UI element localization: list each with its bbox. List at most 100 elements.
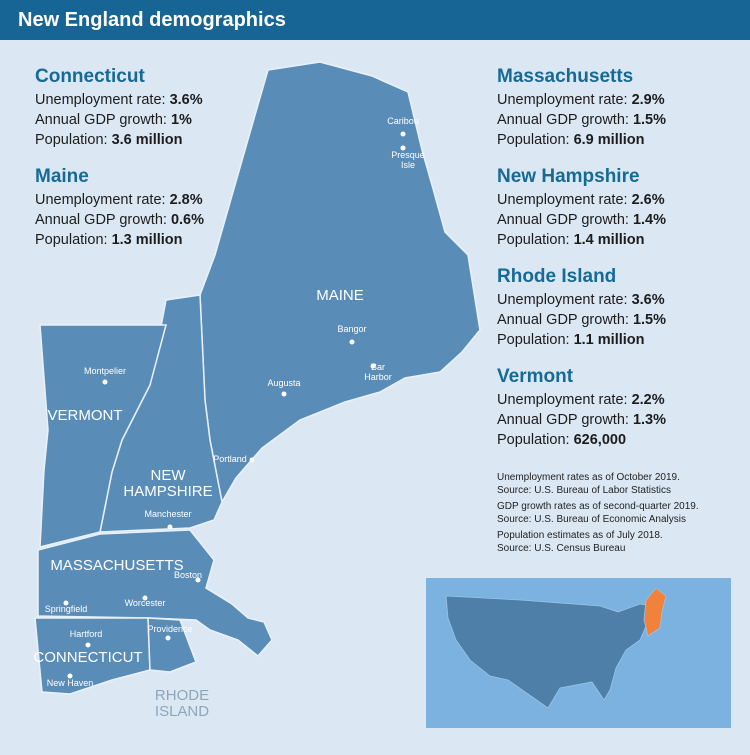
note-line: GDP growth rates as of second-quarter 20…	[497, 501, 699, 512]
stat-label: Population:	[35, 132, 108, 148]
stat-row: Annual GDP growth: 1.5%	[497, 310, 666, 330]
city-label: Bar Harbor	[364, 362, 392, 382]
state-label: NEW HAMPSHIRE	[123, 467, 212, 500]
city-dot	[85, 642, 91, 648]
city-dot	[249, 457, 255, 463]
state-name: Rhode Island	[497, 266, 617, 287]
city-label-line: Hartford	[70, 629, 103, 639]
stat-row: Population: 6.9 million	[497, 130, 666, 150]
stat-row: Population: 1.3 million	[35, 230, 204, 250]
header-title: New England demographics	[0, 0, 750, 40]
stat-label: Population:	[497, 132, 570, 148]
state-name: New Hampshire	[497, 166, 640, 187]
city-dot	[400, 145, 406, 151]
stat-label: Unemployment rate:	[35, 92, 166, 108]
state-name: Vermont	[497, 366, 574, 387]
state-label-line: MAINE	[316, 287, 364, 304]
stat-value: 1.4%	[632, 212, 667, 228]
city-dot	[67, 673, 73, 679]
stat-value: 1.3%	[632, 412, 667, 428]
city-label-line: Augusta	[267, 378, 300, 388]
stat-value: 1%	[170, 112, 192, 128]
city-label: Manchester	[144, 509, 191, 519]
stat-label: Population:	[35, 232, 108, 248]
stat-row: Annual GDP growth: 1%	[35, 110, 203, 130]
stat-row: Unemployment rate: 2.2%	[497, 390, 666, 410]
stat-label: Population:	[497, 432, 570, 448]
note-line: Source: U.S. Bureau of Economic Analysis	[497, 513, 686, 525]
city-label: Boston	[174, 570, 202, 580]
city-dot	[370, 363, 376, 369]
stat-value: 3.6 million	[111, 132, 183, 148]
state-label-line: ISLAND	[155, 703, 209, 720]
state-label-line: CONNECTICUT	[33, 649, 142, 666]
city-label-line: Bar	[371, 362, 385, 372]
state-label-line: MASSACHUSETTS	[50, 557, 183, 574]
city-label: Hartford	[70, 629, 103, 639]
stat-value: 0.6%	[170, 212, 205, 228]
city-label-line: Springfield	[45, 604, 88, 614]
stat-label: Annual GDP growth:	[497, 112, 629, 128]
stat-value: 2.2%	[631, 392, 665, 408]
city-label: Augusta	[267, 378, 300, 388]
stat-row: Unemployment rate: 3.6%	[497, 290, 666, 310]
city-dot	[349, 339, 355, 345]
city-label-line: New Haven	[47, 678, 94, 688]
stat-row: Unemployment rate: 3.6%	[35, 90, 203, 110]
stat-row: Population: 1.1 million	[497, 330, 666, 350]
city-label: Portland	[213, 454, 247, 464]
stat-value: 2.9%	[631, 92, 665, 108]
state-name: Connecticut	[35, 66, 145, 87]
city-label-line: Isle	[401, 160, 415, 170]
state-label-line: VERMONT	[48, 407, 123, 424]
stat-row: Unemployment rate: 2.9%	[497, 90, 666, 110]
stat-row: Population: 626,000	[497, 430, 666, 450]
state-label: VERMONT	[48, 407, 123, 424]
note: Unemployment rates as of October 2019. So…	[497, 472, 737, 497]
city-dot	[165, 635, 171, 641]
city-dot	[281, 391, 287, 397]
notes: Unemployment rates as of October 2019. So…	[497, 472, 737, 559]
stat-value: 3.6%	[169, 92, 203, 108]
state-name: Maine	[35, 166, 89, 187]
stat-value: 1.1 million	[573, 332, 645, 348]
stat-label: Unemployment rate:	[497, 92, 628, 108]
city-dot	[400, 131, 406, 137]
note-line: Unemployment rates as of October 2019.	[497, 472, 680, 483]
stat-label: Annual GDP growth:	[497, 212, 629, 228]
city-label-line: Boston	[174, 570, 202, 580]
state-block: Connecticut Unemployment rate: 3.6% Annual…	[35, 66, 203, 150]
stat-label: Annual GDP growth:	[497, 412, 629, 428]
note-line: Population estimates as of July 2018.	[497, 530, 663, 541]
stat-value: 1.5%	[632, 112, 667, 128]
city-label: Springfield	[45, 604, 88, 614]
stat-row: Annual GDP growth: 1.5%	[497, 110, 666, 130]
state-label: CONNECTICUT	[33, 649, 142, 666]
stat-row: Population: 1.4 million	[497, 230, 666, 250]
city-label: New Haven	[47, 678, 94, 688]
state-label: MASSACHUSETTS	[50, 557, 183, 574]
stat-label: Annual GDP growth:	[35, 212, 167, 228]
stat-label: Unemployment rate:	[497, 292, 628, 308]
city-label-line: Caribou	[387, 116, 419, 126]
stat-value: 1.3 million	[111, 232, 183, 248]
stat-value: 626,000	[573, 432, 627, 448]
stat-label: Unemployment rate:	[497, 192, 628, 208]
us-shape	[445, 595, 653, 709]
note-line: Source: U.S. Census Bureau	[497, 542, 626, 554]
stat-row: Population: 3.6 million	[35, 130, 203, 150]
stat-label: Annual GDP growth:	[497, 312, 629, 328]
note: Population estimates as of July 2018. Sou…	[497, 530, 737, 555]
state-label-line: NEW	[151, 467, 187, 484]
stat-row: Unemployment rate: 2.6%	[497, 190, 666, 210]
state-name: Massachusetts	[497, 66, 634, 87]
state-label-line: HAMPSHIRE	[123, 483, 212, 500]
city-dot	[102, 379, 108, 385]
state-block: New Hampshire Unemployment rate: 2.6% Annu…	[497, 166, 666, 250]
city-dot	[167, 524, 173, 530]
city-label-line: Portland	[213, 454, 247, 464]
city-label-line: Montpelier	[84, 366, 126, 376]
vermont-shape	[39, 324, 167, 548]
city-label: Providence	[147, 624, 192, 634]
stat-row: Annual GDP growth: 0.6%	[35, 210, 204, 230]
